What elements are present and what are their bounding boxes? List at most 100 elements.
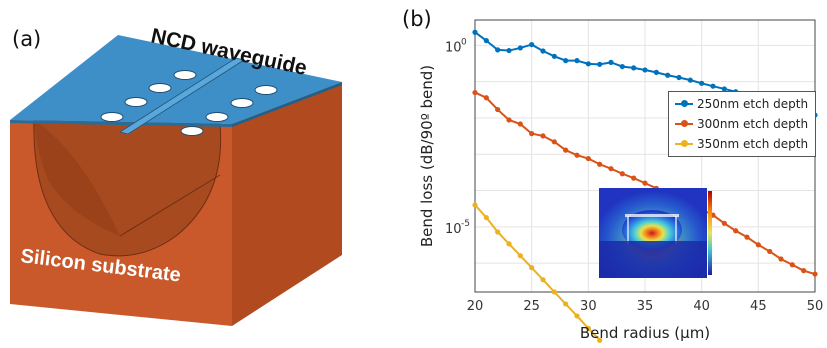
data-point: [472, 202, 478, 208]
waveguide-ridge: [119, 57, 245, 135]
data-point: [676, 74, 682, 81]
y-tick-exponent: -5: [461, 219, 470, 229]
data-point: [631, 65, 637, 71]
ncd-film-front-edge: [10, 120, 232, 127]
data-point: [495, 229, 501, 235]
panel-b-label: (b): [402, 7, 432, 31]
data-point: [506, 241, 512, 247]
data-point: [529, 41, 535, 48]
data-point: [755, 242, 761, 248]
y-tick-labels: 10 010 -5: [445, 37, 470, 236]
data-point: [517, 45, 523, 51]
series-line: [474, 204, 601, 341]
hole: [180, 126, 204, 136]
data-point: [517, 253, 523, 259]
data-point: [551, 139, 557, 145]
hole: [254, 85, 278, 95]
data-point: [631, 175, 637, 181]
legend-item-300nm: 300nm etch depth: [673, 114, 811, 134]
data-point: [642, 180, 648, 186]
y-tick-label: 10: [445, 40, 462, 55]
data-point: [551, 53, 557, 59]
data-point: [801, 268, 807, 274]
data-point: [483, 214, 489, 221]
substrate-side-face: [232, 82, 342, 326]
data-point: [506, 47, 512, 54]
mode-profile-inset: [599, 188, 712, 278]
data-point: [540, 133, 546, 139]
data-point: [778, 256, 784, 262]
legend-label-250nm: 250nm etch depth: [697, 97, 809, 111]
legend-label-300nm: 300nm etch depth: [697, 117, 809, 131]
hole: [100, 112, 124, 122]
data-point: [710, 83, 716, 89]
ncd-film-side-edge: [232, 82, 342, 127]
y-axis-label: Bend loss (dB/90º bend): [418, 65, 436, 247]
x-tick-label: 25: [523, 299, 540, 314]
data-point: [653, 69, 659, 75]
data-point: [642, 67, 648, 73]
data-point: [495, 106, 501, 113]
legend-item-350nm: 350nm etch depth: [673, 134, 811, 154]
series-3: [472, 202, 603, 343]
data-point: [506, 117, 512, 123]
data-point: [529, 131, 535, 137]
data-point: [665, 72, 671, 78]
data-point: [585, 61, 591, 67]
x-tick-label: 35: [637, 299, 654, 314]
data-point: [574, 58, 580, 64]
data-point: [517, 121, 523, 127]
data-point: [529, 265, 535, 271]
data-point: [563, 147, 569, 153]
hole: [148, 83, 172, 93]
data-point: [597, 161, 603, 167]
x-axis-label: Bend radius (μm): [580, 324, 710, 342]
data-point: [563, 301, 569, 307]
data-point: [687, 77, 693, 83]
legend-marker-350nm: [681, 140, 688, 147]
legend-item-250nm: 250nm etch depth: [673, 94, 811, 114]
waveguide-illustration: NCD waveguide Silicon substrate: [10, 24, 342, 326]
data-point: [472, 89, 478, 96]
hole: [230, 98, 254, 108]
data-point: [585, 155, 591, 162]
data-point: [585, 325, 591, 331]
data-point: [721, 220, 727, 226]
panel-a-label: (a): [12, 27, 41, 51]
legend-marker-300nm: [681, 120, 688, 127]
x-tick-label: 30: [580, 299, 597, 314]
y-tick-label: 10: [445, 222, 462, 237]
data-point: [812, 271, 818, 277]
data-point: [483, 38, 489, 44]
data-point: [472, 29, 478, 35]
data-point: [597, 61, 603, 67]
bend-loss-chart: 20 25 30 35 40 45 50 10 010 -5: [418, 19, 824, 343]
etched-holes: [100, 70, 278, 136]
chart-legend: 250nm etch depth 300nm etch depth 350nm …: [668, 91, 816, 157]
x-tick-label: 40: [693, 299, 710, 314]
data-point: [744, 234, 750, 240]
data-point: [619, 63, 625, 70]
data-point: [608, 59, 614, 65]
undercut-shading: [34, 120, 120, 236]
y-tick-exponent: 0: [461, 37, 467, 47]
data-point: [483, 95, 489, 101]
data-point: [574, 313, 580, 319]
data-point: [597, 337, 603, 343]
data-point: [767, 248, 773, 255]
legend-label-350nm: 350nm etch depth: [697, 137, 809, 151]
x-tick-labels: 20 25 30 35 40 45 50: [467, 299, 824, 314]
data-point: [619, 171, 625, 177]
ncd-film-top: [10, 35, 342, 124]
data-point: [574, 152, 580, 158]
x-tick-label: 50: [807, 299, 824, 314]
data-point: [495, 47, 501, 53]
data-point: [551, 289, 557, 295]
x-tick-label: 20: [467, 299, 484, 314]
data-point: [733, 228, 739, 234]
hole: [124, 97, 148, 107]
legend-marker-250nm: [681, 100, 688, 107]
data-point: [721, 86, 727, 92]
data-point: [563, 58, 569, 64]
data-point: [699, 80, 705, 86]
